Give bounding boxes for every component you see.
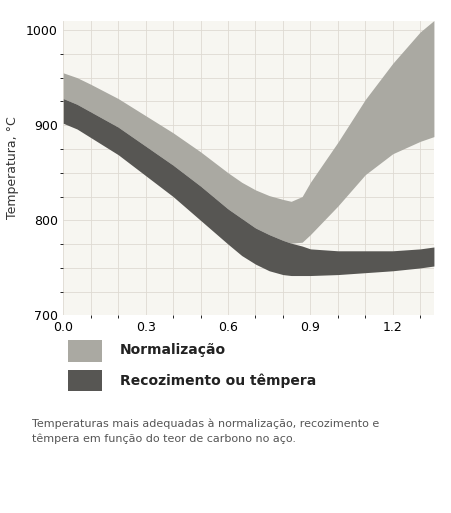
Text: Temperaturas mais adequadas à normalização, recozimento e
têmpera em função do t: Temperaturas mais adequadas à normalizaç… [32, 418, 378, 444]
Text: Normalização: Normalização [120, 343, 226, 358]
Text: Recozimento ou têmpera: Recozimento ou têmpera [120, 373, 315, 388]
Y-axis label: Temperatura, °C: Temperatura, °C [6, 116, 19, 220]
